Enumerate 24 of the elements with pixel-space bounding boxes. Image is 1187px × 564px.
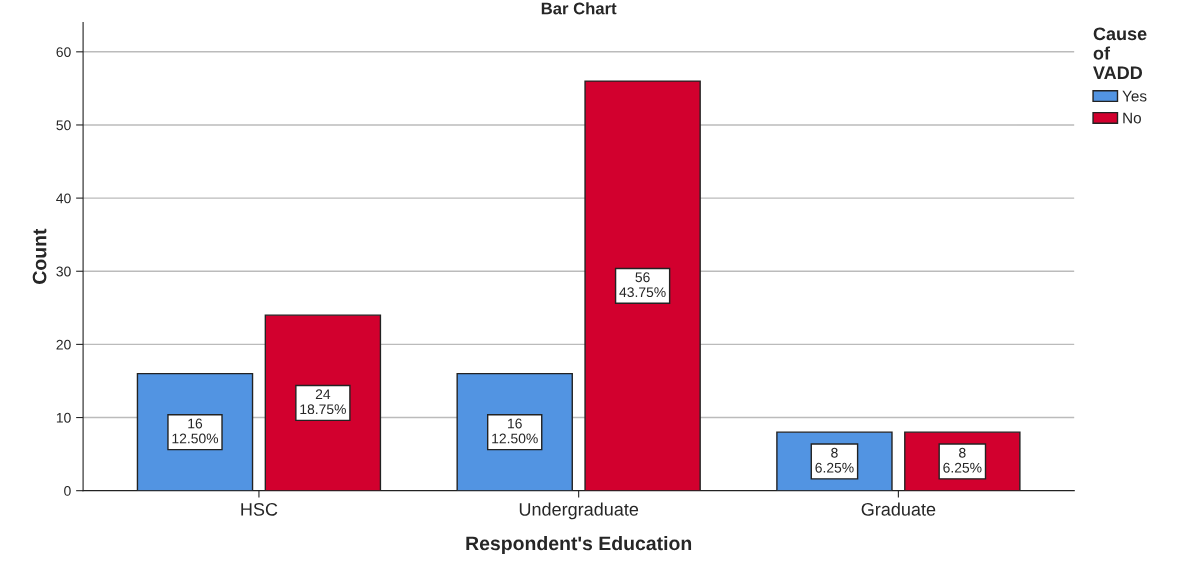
- data-label: 24 18.75%: [300, 389, 346, 415]
- x-axis-title: Respondent's Education: [466, 535, 692, 555]
- y-tick-label: 50: [56, 120, 71, 131]
- y-tick-label: 0: [64, 486, 71, 496]
- y-tick-label: 30: [56, 266, 71, 277]
- x-tick-label: Undergraduate: [519, 502, 639, 520]
- data-label: 8 6.25%: [815, 447, 854, 473]
- chart-title: Bar Chart: [541, 2, 617, 15]
- y-tick-label: 20: [56, 339, 71, 350]
- data-label: 16 12.50%: [172, 418, 219, 444]
- x-tick-label: Graduate: [861, 502, 936, 516]
- y-tick-label: 60: [56, 47, 71, 57]
- legend-title: Cause of VADD: [1093, 27, 1147, 79]
- data-label: 8 6.25%: [943, 447, 982, 473]
- bar: [264, 314, 382, 491]
- bar: [584, 80, 701, 491]
- data-label: 56 43.75%: [619, 272, 666, 298]
- x-tick-label: HSC: [241, 502, 278, 516]
- y-axis-title: Count: [32, 228, 47, 284]
- legend-label: Yes: [1122, 90, 1147, 102]
- data-label: 16 12.50%: [492, 418, 538, 444]
- legend-label: No: [1123, 112, 1141, 124]
- y-tick-label: 10: [56, 412, 71, 423]
- y-tick-label: 40: [56, 193, 71, 204]
